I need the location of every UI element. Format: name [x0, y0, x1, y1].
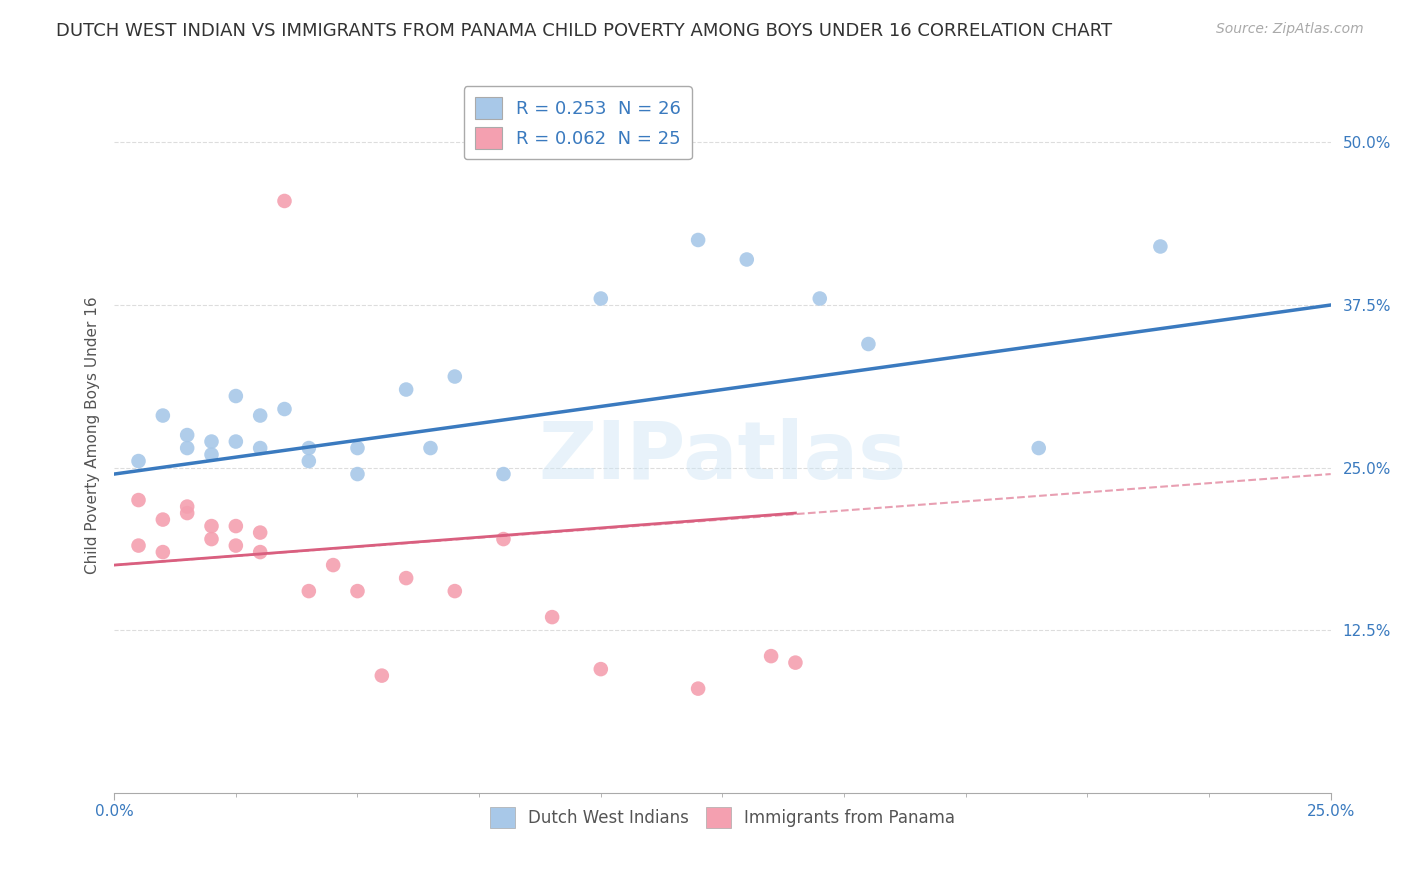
Point	[128, 493, 150, 508]
Point	[200, 448, 222, 462]
Point	[492, 532, 515, 546]
Text: DUTCH WEST INDIAN VS IMMIGRANTS FROM PANAMA CHILD POVERTY AMONG BOYS UNDER 16 CO: DUTCH WEST INDIAN VS IMMIGRANTS FROM PAN…	[56, 22, 1112, 40]
Point	[128, 454, 150, 468]
Point	[1028, 441, 1050, 455]
Point	[858, 337, 880, 351]
Point	[200, 532, 222, 546]
Point	[298, 454, 321, 468]
Point	[589, 292, 612, 306]
Point	[176, 500, 198, 514]
Text: ZIPatlas: ZIPatlas	[538, 417, 907, 495]
Point	[322, 558, 344, 573]
Point	[735, 252, 758, 267]
Point	[152, 512, 174, 526]
Point	[346, 584, 368, 599]
Point	[395, 383, 418, 397]
Point	[249, 409, 271, 423]
Point	[176, 506, 198, 520]
Point	[395, 571, 418, 585]
Point	[492, 467, 515, 481]
Point	[273, 194, 295, 208]
Point	[128, 539, 150, 553]
Point	[371, 668, 394, 682]
Point	[200, 519, 222, 533]
Point	[152, 545, 174, 559]
Legend: Dutch West Indians, Immigrants from Panama: Dutch West Indians, Immigrants from Pana…	[484, 801, 962, 834]
Point	[443, 369, 465, 384]
Point	[808, 292, 831, 306]
Point	[759, 649, 782, 664]
Point	[249, 545, 271, 559]
Point	[225, 539, 247, 553]
Point	[589, 662, 612, 676]
Point	[200, 434, 222, 449]
Point	[225, 434, 247, 449]
Point	[346, 441, 368, 455]
Point	[176, 441, 198, 455]
Point	[688, 681, 710, 696]
Point	[273, 402, 295, 417]
Point	[688, 233, 710, 247]
Point	[249, 525, 271, 540]
Point	[225, 389, 247, 403]
Point	[176, 428, 198, 442]
Point	[1149, 239, 1171, 253]
Point	[152, 409, 174, 423]
Point	[785, 656, 807, 670]
Point	[419, 441, 441, 455]
Point	[541, 610, 564, 624]
Point	[298, 441, 321, 455]
Point	[443, 584, 465, 599]
Y-axis label: Child Poverty Among Boys Under 16: Child Poverty Among Boys Under 16	[86, 296, 100, 574]
Text: Source: ZipAtlas.com: Source: ZipAtlas.com	[1216, 22, 1364, 37]
Point	[225, 519, 247, 533]
Point	[249, 441, 271, 455]
Point	[346, 467, 368, 481]
Point	[298, 584, 321, 599]
